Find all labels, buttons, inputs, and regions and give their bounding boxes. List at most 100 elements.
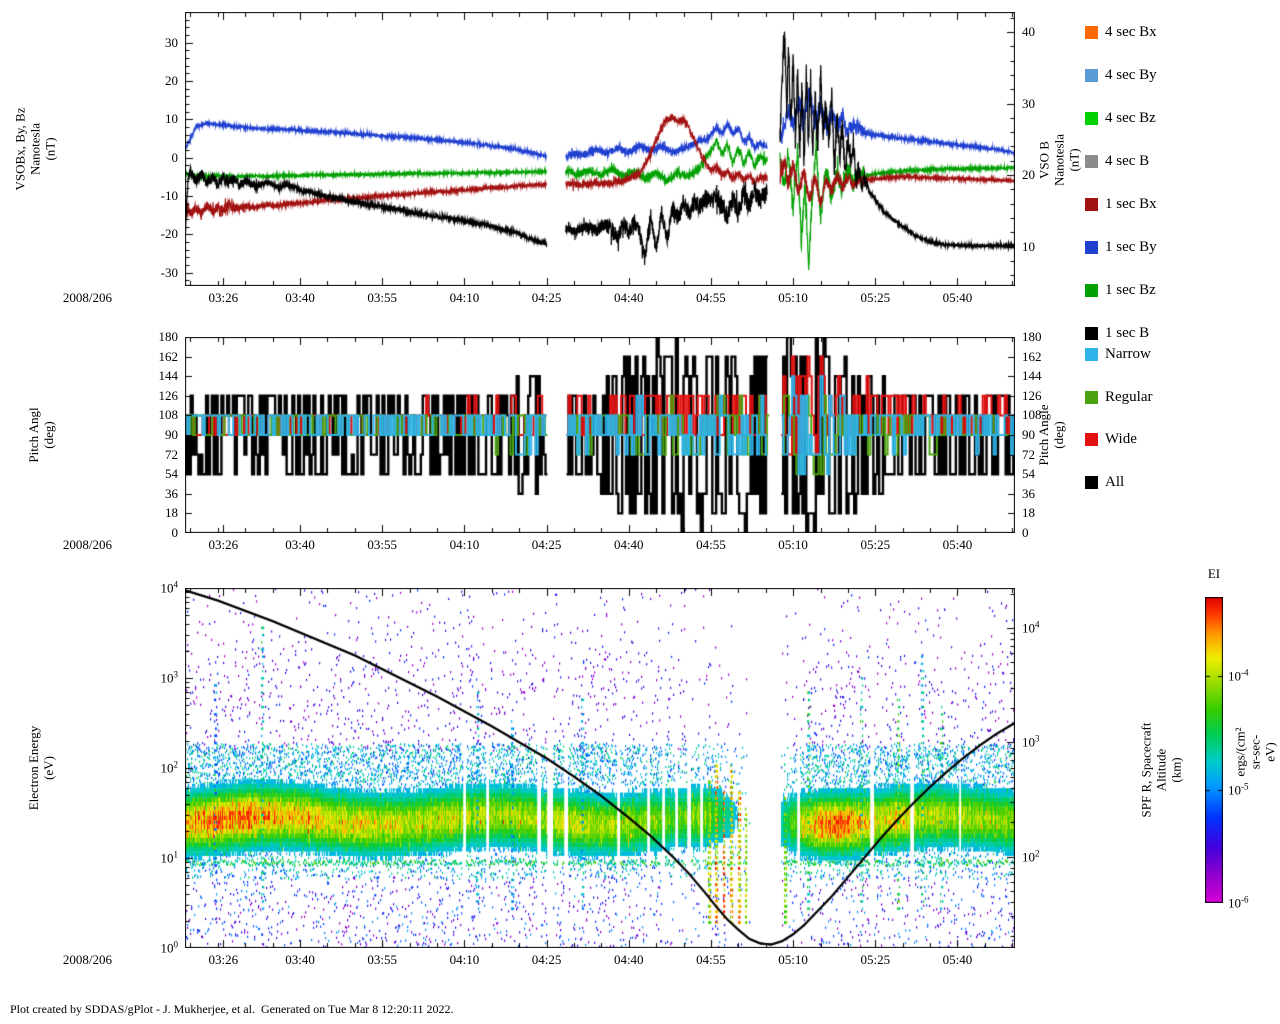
legend-swatch [1085,198,1098,211]
electron-spectrogram-plot [185,588,1015,948]
y-tick-label: 101 [160,849,179,866]
legend-swatch [1085,348,1098,361]
time-tick-label: 04:55 [696,290,726,305]
time-tick-label: 04:55 [696,952,726,967]
y-tick-label: 72 [1022,446,1035,462]
colorbar-tick-label: 10-4 [1228,667,1249,684]
y-tick-label: 20 [165,72,178,88]
legend-label: 4 sec B [1105,153,1150,169]
legend-item-wide: Wide [1085,431,1215,448]
legend-item-narrow: Narrow [1085,346,1215,363]
legend-item-1-sec-b: 1 sec B [1085,325,1215,342]
y-tick-label: 90 [1022,427,1035,442]
time-tick-label: 03:26 [208,537,239,552]
y-tick-label: 20 [1022,167,1035,183]
y-tick-label: 162 [158,348,179,364]
pitch-angle-plot [185,337,1015,533]
legend-item-all: All [1085,474,1215,491]
p2-ylabel-right: Pitch Angle (deg) [1036,404,1066,466]
y-tick-label: 90 [165,427,178,442]
colorbar-units-label: ergs/(cm² sr-sec-eV) [1232,727,1278,777]
p2-date-label: 2008/206 [62,537,112,552]
legend-label: 4 sec By [1105,67,1157,83]
time-tick-label: 04:25 [531,952,562,967]
y-tick-label: 0 [171,149,179,165]
legend-label: 1 sec Bz [1105,282,1156,298]
y-tick-label: 102 [160,759,179,776]
time-tick-label: 05:10 [778,290,808,305]
legend-swatch [1085,26,1098,39]
y-tick-label: 0 [171,525,179,540]
y-tick-label: 72 [165,446,178,462]
legend-item-4-sec-bx: 4 sec Bx [1085,24,1215,41]
y-tick-label: 100 [160,939,179,956]
y-tick-label: 18 [165,505,178,521]
y-tick-label: 126 [1022,387,1042,403]
time-tick-label: 04:10 [449,952,480,967]
time-tick-label: 03:40 [285,952,315,967]
legend-swatch [1085,241,1098,254]
legend-swatch [1085,390,1098,404]
time-tick-label: 04:10 [449,290,480,305]
legend-label: Narrow [1105,346,1151,362]
y-tick-label: 180 [1022,329,1042,344]
p1-ylabel-left: VSOBx, By, Bz Nanotesla (nT) [12,107,58,191]
legend-item-4-sec-b: 4 sec B [1085,153,1215,170]
time-tick-label: 04:25 [531,290,562,305]
legend-label: 4 sec Bz [1105,110,1156,126]
y-tick-label: 30 [1022,95,1035,111]
y-tick-label: 0 [1022,525,1029,540]
legend-swatch [1085,112,1098,125]
legend-label: Regular [1105,388,1153,405]
legend-swatch [1085,475,1098,489]
y-tick-label: 103 [160,669,179,686]
y-tick-label: 144 [158,368,179,384]
time-tick-label: 04:40 [613,952,644,967]
y-tick-label: 103 [1022,733,1040,750]
y-tick-label: 180 [158,329,179,344]
legend-swatch [1085,284,1098,297]
y-tick-label: 54 [165,466,178,482]
legend-swatch [1085,327,1098,340]
legend-item-1-sec-bz: 1 sec Bz [1085,282,1215,299]
y-tick-label: 10 [1022,238,1035,254]
legend-swatch [1085,155,1098,168]
time-tick-label: 05:40 [942,952,973,967]
y-tick-label: 108 [1022,407,1042,423]
legend-item-4-sec-by: 4 sec By [1085,67,1215,84]
time-tick-label: 03:40 [285,290,315,305]
legend-label: Wide [1105,431,1137,447]
y-tick-label: 104 [160,579,179,596]
legend-label: 4 sec Bx [1105,24,1157,40]
time-tick-label: 05:25 [860,537,891,552]
y-tick-label: 10 [165,111,178,127]
legend-label: 1 sec By [1105,239,1157,255]
y-tick-label: 36 [1022,485,1035,501]
y-tick-label: -20 [160,226,178,242]
legend-label: All [1105,473,1125,490]
time-tick-label: 03:55 [367,537,398,552]
colorbar-title: EI [1207,566,1221,581]
time-tick-label: 03:55 [367,952,398,967]
time-tick-label: 03:55 [367,290,398,305]
legend-item-1-sec-bx: 1 sec Bx [1085,196,1215,213]
p3-ylabel-right: SPF R, Spacecraft Altitude (km) [1138,722,1184,818]
time-tick-label: 05:25 [860,290,891,305]
y-tick-label: -10 [160,187,178,203]
p1-date-label: 2008/206 [62,290,112,305]
y-tick-label: 30 [165,34,178,50]
p2-ylabel-left: Pitch Angl (deg) [26,407,56,463]
time-tick-label: 04:40 [613,537,644,552]
time-tick-label: 04:25 [531,537,562,552]
colorbar [1205,597,1223,903]
y-tick-label: 104 [1022,619,1040,636]
legend-item-1-sec-by: 1 sec By [1085,239,1215,256]
time-tick-label: 05:25 [860,952,891,967]
time-tick-label: 05:40 [942,290,973,305]
y-tick-label: 40 [1022,24,1035,40]
legend-swatch [1085,433,1098,446]
y-tick-label: 126 [158,387,179,403]
mag-field-plot [185,12,1015,286]
legend-label: 1 sec B [1105,325,1150,341]
time-tick-label: 03:26 [208,290,239,305]
